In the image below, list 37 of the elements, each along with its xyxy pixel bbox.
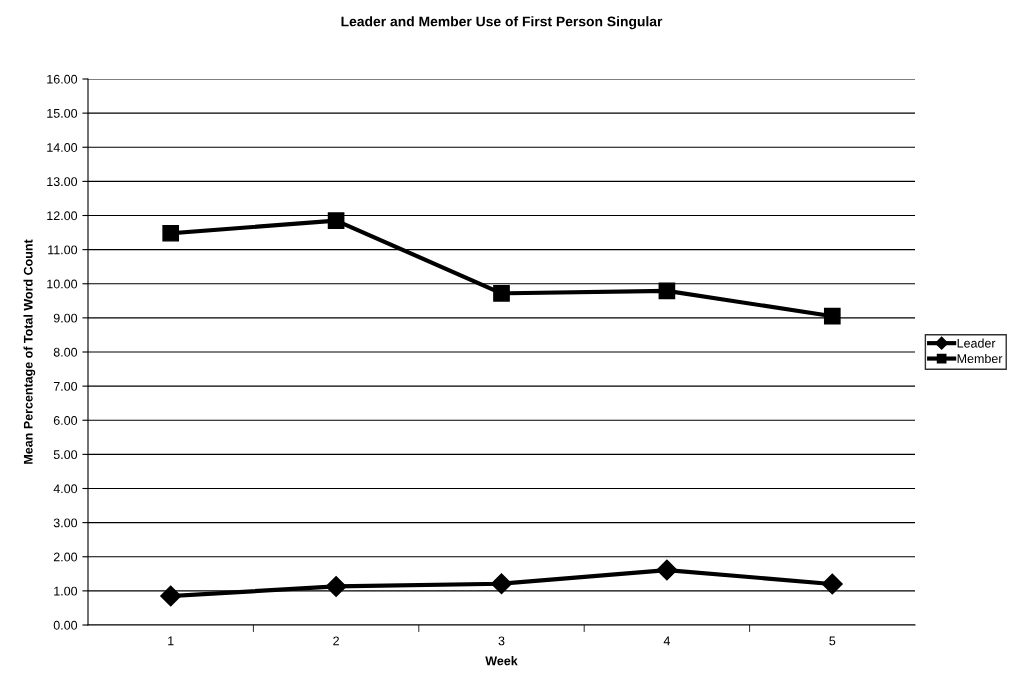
point xyxy=(658,282,676,300)
y-tick-label: 9.00 xyxy=(53,313,78,323)
legend-label: Member xyxy=(957,353,1003,364)
y-tick-label: 13.00 xyxy=(47,177,78,187)
y-tick-label: 0.00 xyxy=(53,620,78,630)
y-tick-label: 11.00 xyxy=(48,245,78,255)
point xyxy=(160,585,182,607)
y-tick-label: 4.00 xyxy=(53,484,78,494)
y-tick-label: 8.00 xyxy=(53,347,78,357)
y-tick-label: 3.00 xyxy=(53,518,78,528)
point xyxy=(327,212,345,229)
y-tick-label: 2.00 xyxy=(53,552,78,562)
y-tick-label: 1.00 xyxy=(54,586,78,596)
x-tick-label: 3 xyxy=(498,636,505,646)
x-tick-label: 4 xyxy=(663,636,671,646)
y-tick-label: 5.00 xyxy=(53,450,78,460)
point xyxy=(656,559,678,581)
y-tick-label: 7.00 xyxy=(53,381,78,391)
y-tick-label: 6.00 xyxy=(53,416,78,425)
x-axis-title: Week xyxy=(485,656,518,666)
y-tick-label: 12.00 xyxy=(47,211,78,221)
y-tick-label: 10.00 xyxy=(47,279,78,289)
point xyxy=(493,284,510,302)
point xyxy=(821,573,843,595)
point xyxy=(325,575,347,597)
chart-title: Leader and Member Use of First Person Singular xyxy=(341,16,663,30)
point xyxy=(162,224,180,242)
point xyxy=(823,307,841,325)
x-tick-label: 5 xyxy=(829,636,836,646)
legend-label: Leader xyxy=(957,338,996,348)
x-tick-label: 1 xyxy=(168,636,174,646)
x-tick-label: 2 xyxy=(333,636,339,646)
y-tick-label: 15.00 xyxy=(47,108,78,118)
y-tick-label: 16.00 xyxy=(47,74,78,84)
y-axis-title: Mean Percentage of Total Word Count xyxy=(23,239,36,464)
point xyxy=(490,573,513,595)
y-tick-label: 14.00 xyxy=(47,143,78,152)
